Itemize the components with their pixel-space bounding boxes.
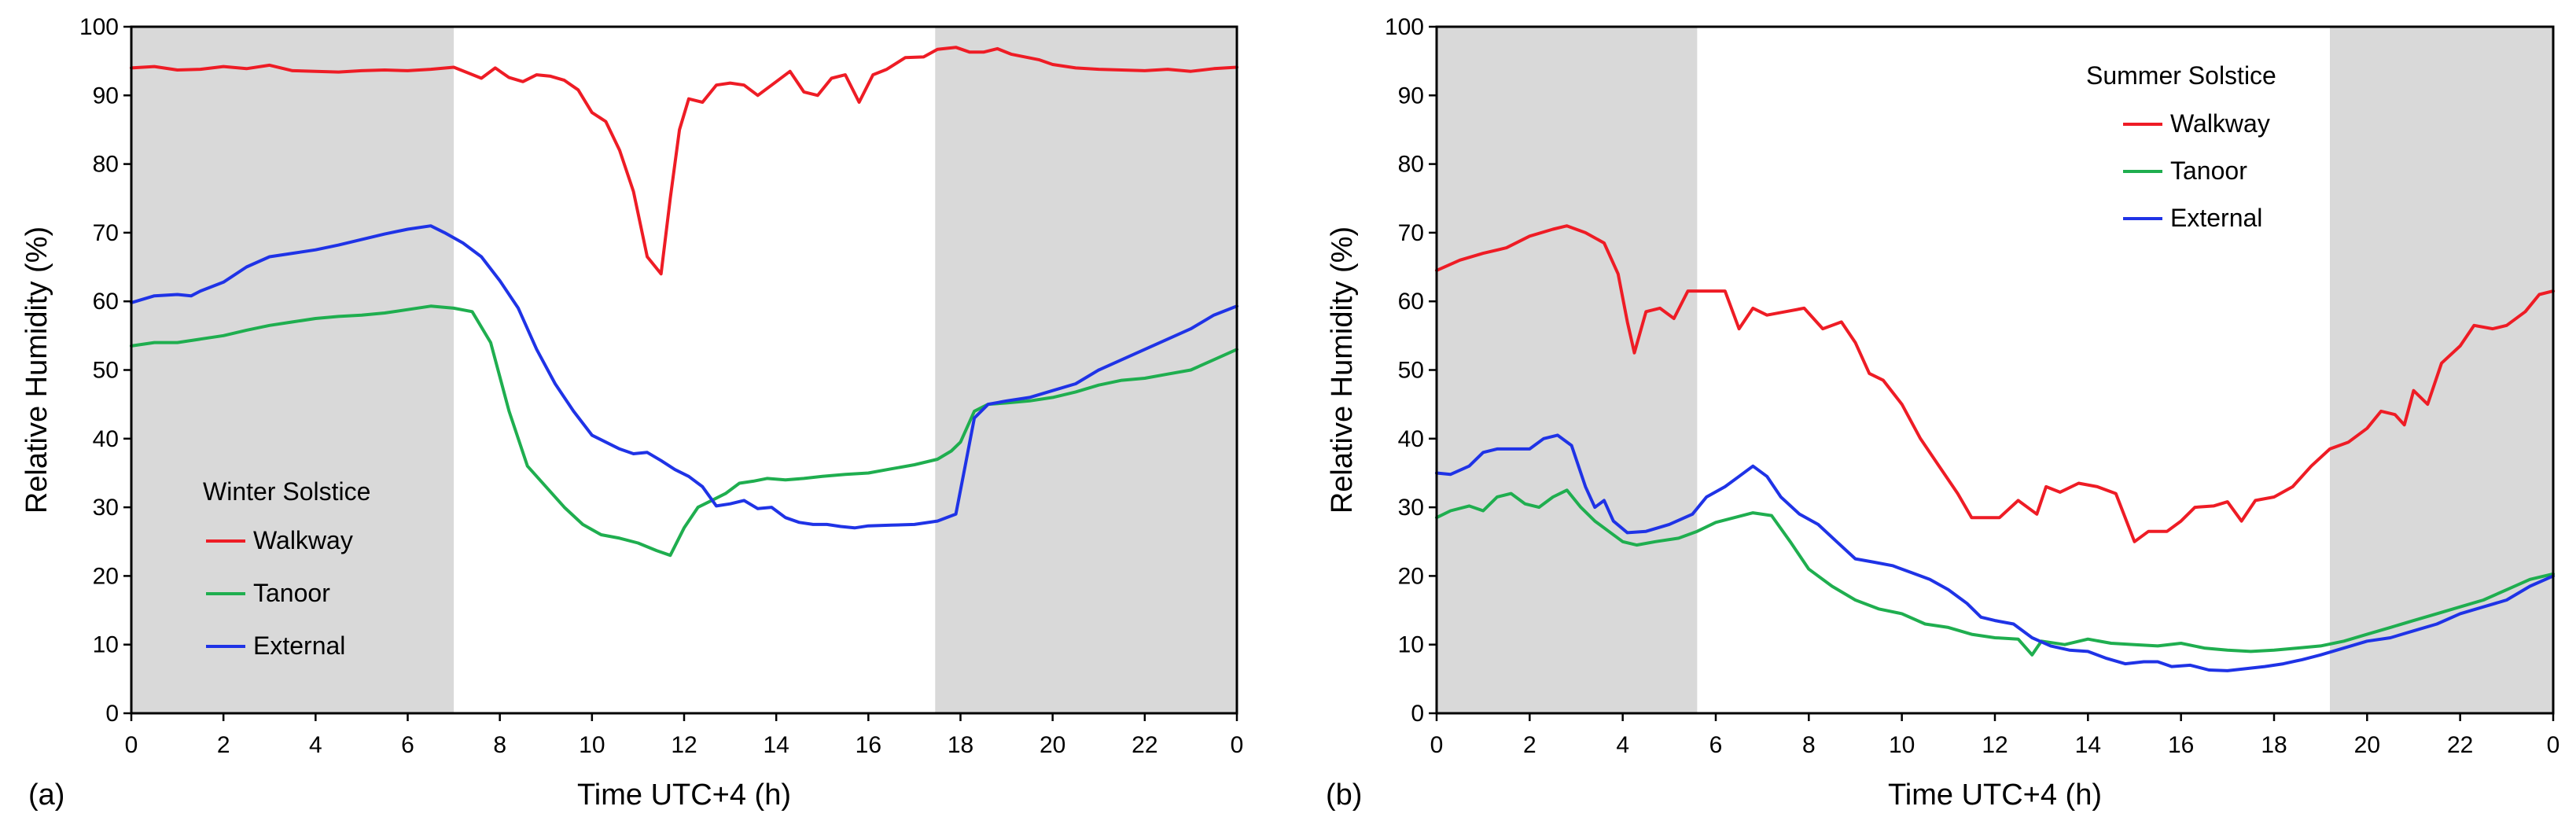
y-tick-label: 0 xyxy=(105,701,119,727)
night-shade-1 xyxy=(131,27,454,713)
x-tick-label: 14 xyxy=(763,732,789,758)
y-tick-label: 100 xyxy=(1385,14,1424,40)
y-tick-label: 30 xyxy=(93,495,119,521)
x-tick-label: 2 xyxy=(217,732,230,758)
legend-title: Winter Solstice xyxy=(203,477,370,506)
x-tick-label: 10 xyxy=(579,732,605,758)
panel-label: (b) xyxy=(1326,779,1362,812)
y-tick-label: 100 xyxy=(79,14,119,40)
series-line-tanoor xyxy=(130,304,1238,558)
night-shade-1 xyxy=(1437,27,1698,713)
x-tick-label: 12 xyxy=(671,732,697,758)
x-tick-label: 22 xyxy=(2447,732,2473,758)
x-tick-label: 4 xyxy=(309,732,322,758)
legend-title: Summer Solstice xyxy=(2086,61,2276,90)
panel-label: (a) xyxy=(28,779,64,812)
y-tick-label: 80 xyxy=(93,152,119,178)
y-tick-label: 90 xyxy=(1398,83,1424,109)
x-tick-label: 8 xyxy=(1802,732,1816,758)
x-tick-label: 8 xyxy=(493,732,506,758)
y-tick-label: 20 xyxy=(93,563,119,589)
series-line-tanoor xyxy=(1435,488,2555,657)
y-axis-title: Relative Humidity (%) xyxy=(20,226,53,514)
panel-b-summer-solstice: 0 10 20 30 40 50 60 70 80 90 100 0 2 4 6 8 10 12 14 16 18 20 2… xyxy=(1326,14,2559,812)
x-tick-label: 16 xyxy=(2168,732,2194,758)
x-tick-label: 10 xyxy=(1889,732,1915,758)
series-line-external xyxy=(130,224,1238,530)
legend-label-walkway: Walkway xyxy=(253,526,353,554)
panel-a-winter-solstice: 0 10 20 30 40 50 60 70 80 90 100 0 2 4 6 8 10 12 14 16 18 20 2… xyxy=(20,14,1243,812)
x-tick-label: 0 xyxy=(2547,732,2560,758)
y-tick-label: 30 xyxy=(1398,495,1424,521)
x-tick-label: 14 xyxy=(2075,732,2101,758)
x-tick-label: 18 xyxy=(2261,732,2287,758)
y-tick-label: 60 xyxy=(93,289,119,315)
x-tick-label: 4 xyxy=(1616,732,1629,758)
legend: Summer Solstice Walkway Tanoor External xyxy=(2086,61,2276,232)
x-tick-label: 20 xyxy=(2354,732,2380,758)
night-shade-2 xyxy=(2330,27,2553,713)
y-tick-label: 10 xyxy=(1398,632,1424,658)
legend-label-external: External xyxy=(253,631,345,660)
x-tick-label: 6 xyxy=(401,732,414,758)
series-line-walkway xyxy=(130,46,1238,276)
series-line-walkway xyxy=(1435,224,2555,543)
y-tick-label: 20 xyxy=(1398,563,1424,589)
y-tick-label: 10 xyxy=(93,632,119,658)
legend-label-external: External xyxy=(2170,204,2262,232)
y-tick-label: 70 xyxy=(1398,220,1424,246)
y-tick-label: 80 xyxy=(1398,152,1424,178)
x-tick-label: 2 xyxy=(1523,732,1536,758)
legend: Winter Solstice Walkway Tanoor External xyxy=(203,477,370,660)
y-tick-label: 50 xyxy=(1398,358,1424,384)
x-tick-label: 16 xyxy=(856,732,881,758)
x-tick-label: 12 xyxy=(1982,732,2007,758)
x-axis-title: Time UTC+4 (h) xyxy=(577,779,791,812)
y-tick-label: 90 xyxy=(93,83,119,109)
y-tick-label: 50 xyxy=(93,358,119,384)
y-axis-title: Relative Humidity (%) xyxy=(1326,226,1359,514)
y-tick-label: 40 xyxy=(1398,426,1424,452)
x-axis-title: Time UTC+4 (h) xyxy=(1888,779,2102,812)
y-tick-label: 70 xyxy=(93,220,119,246)
y-tick-label: 40 xyxy=(93,426,119,452)
legend-label-tanoor: Tanoor xyxy=(253,579,330,607)
legend-label-walkway: Walkway xyxy=(2170,109,2270,138)
y-tick-label: 0 xyxy=(1411,701,1424,727)
series-line-external xyxy=(1435,433,2555,672)
legend-label-tanoor: Tanoor xyxy=(2170,156,2247,185)
x-tick-label: 6 xyxy=(1709,732,1723,758)
y-tick-label: 60 xyxy=(1398,289,1424,315)
x-tick-label: 18 xyxy=(948,732,973,758)
x-tick-label: 0 xyxy=(1430,732,1444,758)
x-tick-label: 0 xyxy=(125,732,138,758)
x-tick-label: 0 xyxy=(1231,732,1244,758)
x-tick-label: 22 xyxy=(1132,732,1157,758)
x-tick-label: 20 xyxy=(1040,732,1065,758)
